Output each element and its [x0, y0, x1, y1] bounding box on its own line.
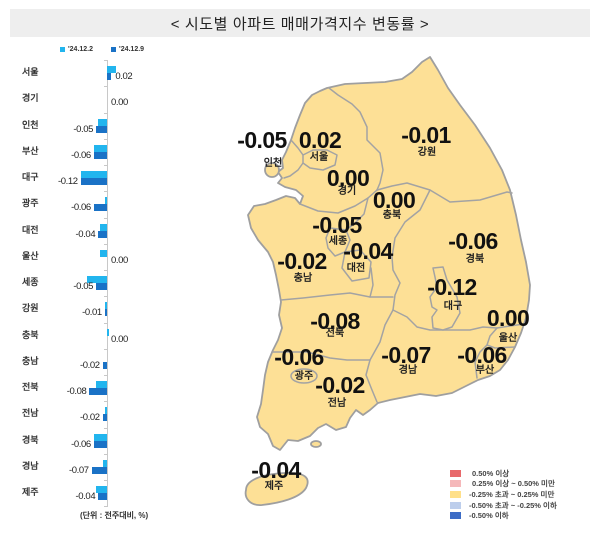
map-name-gyeongnam: 경남 [398, 365, 418, 376]
map-legend: 0.50% 이상 0.25% 이상 ~ 0.50% 미만 -0.25% 초과 ~… [450, 468, 595, 521]
map-name-incheon: 인천 [263, 158, 283, 169]
jeju-island [244, 472, 309, 506]
legend-label-this-week: '24.12.9 [119, 45, 145, 53]
legend-item-prev-week: '24.12.2 [60, 46, 93, 53]
small-island [310, 440, 322, 448]
legend-swatch-this-week [111, 46, 117, 52]
region-borders [271, 87, 525, 403]
map-legend-item: -0.25% 초과 ~ 0.25% 미만 [450, 489, 595, 500]
map-legend-item: -0.50% 초과 ~ -0.25% 이하 [450, 500, 595, 511]
daejeon-region [341, 249, 372, 282]
map-value-incheon: -0.05 [237, 127, 287, 153]
map-value-jeju: -0.04 [251, 457, 301, 483]
map-legend-label: 0.25% 이상 ~ 0.50% 미만 [472, 479, 555, 489]
seoul-region [302, 149, 338, 171]
map-value-gyeonggi: 0.00 [326, 165, 370, 191]
map-legend-item: 0.50% 이상 [450, 468, 595, 479]
map-value-jeonbuk: -0.08 [310, 308, 360, 334]
legend-label-prev-week: '24.12.2 [68, 45, 94, 53]
map-name-gangwon: 강원 [417, 147, 437, 158]
map-legend-label: 0.50% 이상 [472, 468, 510, 478]
map-name-ulsan: 울산 [498, 333, 518, 344]
map-legend-item: 0.25% 이상 ~ 0.50% 미만 [450, 479, 595, 490]
map-name-gyeongbuk: 경북 [465, 254, 485, 265]
unit-note: (단위 : 전주대비, %) [80, 511, 149, 520]
map-name-daejeon: 대전 [346, 263, 366, 274]
map-name-busan: 부산 [475, 365, 495, 376]
map-value-gangwon: -0.01 [401, 122, 451, 148]
map-value-gyeongnam: -0.07 [381, 342, 431, 368]
map-value-chungnam: -0.02 [277, 248, 327, 274]
map-value-sejong: -0.05 [312, 212, 362, 238]
map-name-seoul: 서울 [309, 152, 329, 163]
bar-chart-legend: '24.12.2 '24.12.9 [60, 44, 162, 54]
map-value-daejeon: -0.04 [343, 238, 393, 264]
legend-swatch-light-blue [450, 501, 461, 509]
map-name-gwangju: 광주 [294, 371, 314, 382]
map-name-chungnam: 충남 [293, 273, 313, 284]
gwangju-region [290, 368, 318, 384]
map-value-busan: -0.06 [457, 342, 507, 368]
map-legend-label: -0.50% 초과 ~ -0.25% 이하 [469, 500, 557, 510]
map-name-gyeonggi: 경기 [337, 186, 357, 197]
legend-swatch-pink [450, 480, 461, 488]
legend-swatch-yellow [450, 490, 461, 498]
map-value-ulsan: 0.00 [486, 305, 530, 331]
map-name-daegu: 대구 [443, 301, 463, 312]
legend-swatch-blue [450, 512, 461, 520]
map-value-gwangju: -0.06 [274, 344, 324, 370]
map-value-daegu: -0.12 [427, 274, 477, 300]
sejong-region [325, 227, 351, 257]
page-title: < 시도별 아파트 매매가격지수 변동률 > [170, 15, 430, 33]
legend-item-this-week: '24.12.9 [111, 46, 144, 53]
map-name-jeju: 제주 [264, 481, 284, 492]
map-name-jeonnam: 전남 [327, 398, 347, 409]
map-value-jeonnam: -0.02 [315, 372, 365, 398]
map-legend-label: -0.50% 이하 [469, 511, 509, 521]
legend-swatch-prev-week [60, 46, 65, 52]
map-value-chungbuk: 0.00 [372, 187, 416, 213]
map-name-jeonbuk: 전북 [325, 328, 345, 339]
title-bar: < 시도별 아파트 매매가격지수 변동률 > [10, 9, 590, 37]
map-legend-item: -0.50% 이하 [450, 510, 595, 521]
map-name-sejong: 세종 [328, 236, 348, 247]
bar-chart-zero-axis [107, 60, 108, 507]
map-value-gyeongbuk: -0.06 [448, 228, 498, 254]
map-value-seoul: 0.02 [298, 127, 342, 153]
map-legend-label: -0.25% 초과 ~ 0.25% 미만 [469, 489, 555, 499]
legend-swatch-red [450, 469, 461, 477]
incheon-island [264, 162, 280, 178]
daegu-region [429, 266, 461, 331]
map-name-chungbuk: 충북 [382, 210, 402, 221]
